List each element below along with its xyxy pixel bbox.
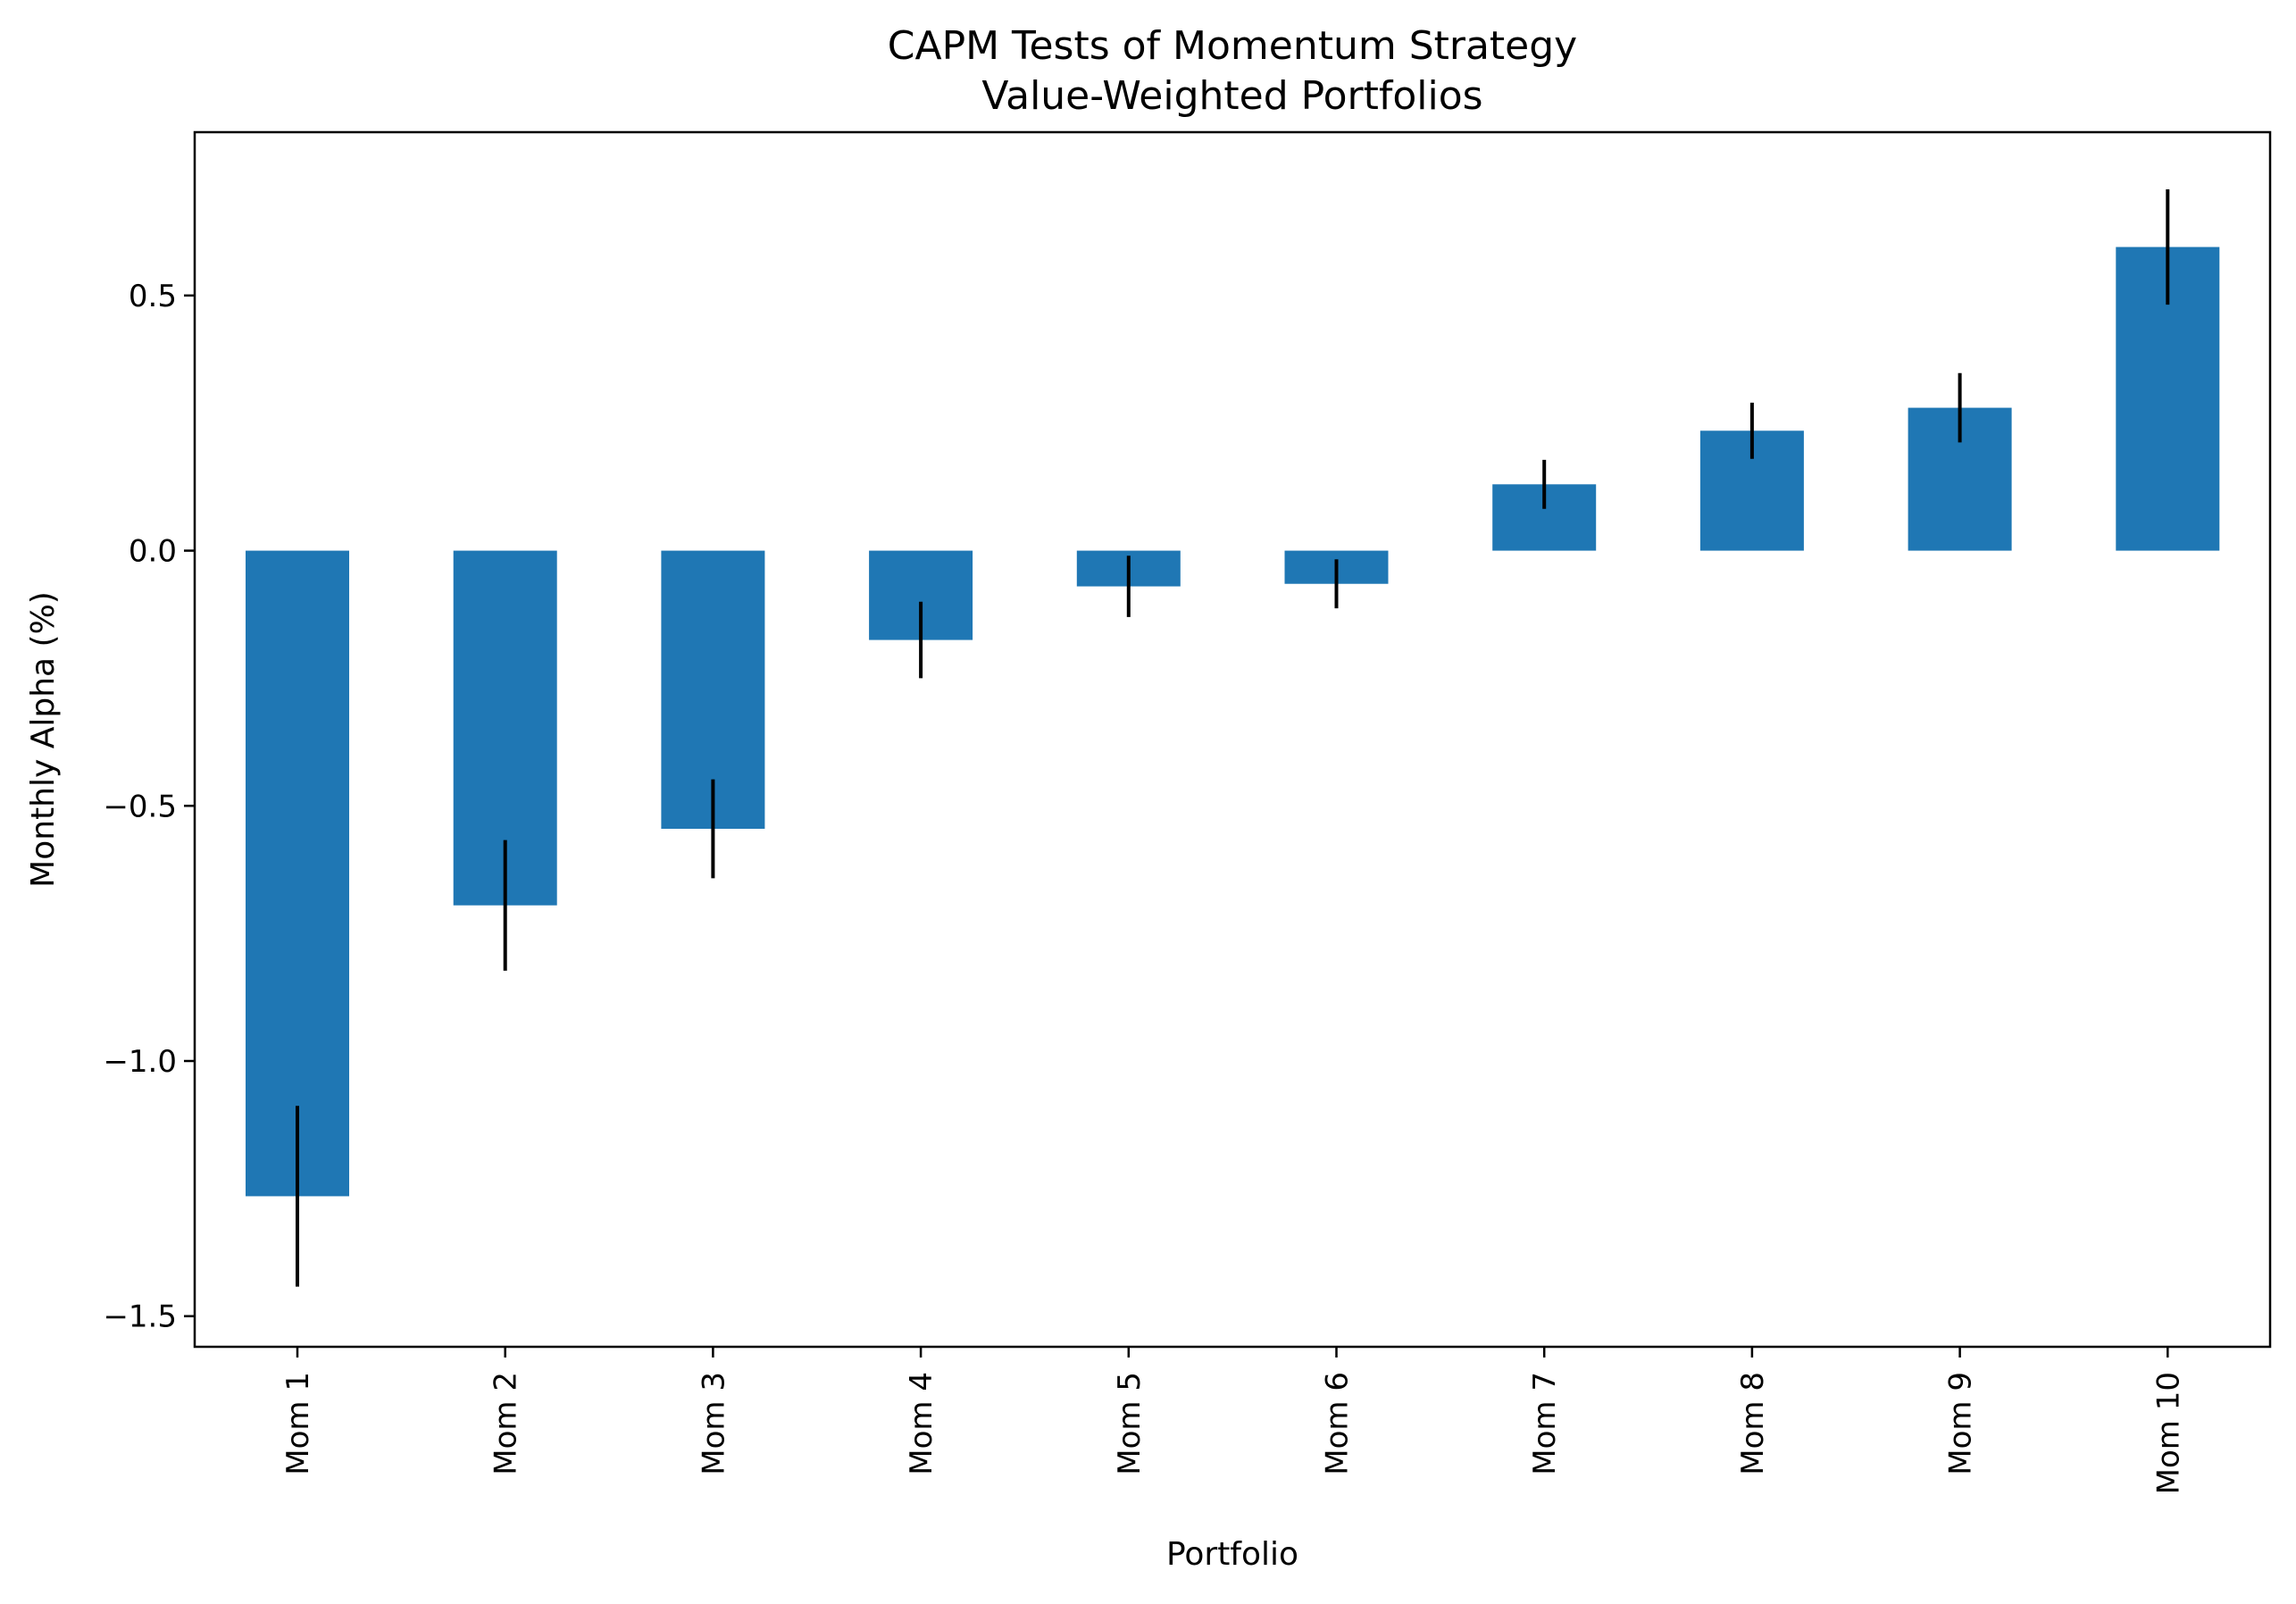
x-tick-label: Mom 7 bbox=[1527, 1372, 1563, 1475]
y-tick-label: −1.5 bbox=[103, 1299, 177, 1335]
axes-frame bbox=[193, 130, 2272, 1349]
x-tick-label: Mom 3 bbox=[696, 1372, 731, 1475]
x-axis-label: Portfolio bbox=[1166, 1536, 1298, 1573]
x-tick-label: Mom 6 bbox=[1320, 1372, 1356, 1475]
x-tick-label: Mom 9 bbox=[1943, 1372, 1979, 1475]
x-tick-label: Mom 8 bbox=[1735, 1372, 1771, 1475]
bar bbox=[246, 550, 349, 1197]
y-tick-label: 0.0 bbox=[129, 534, 177, 570]
x-tick-label: Mom 2 bbox=[488, 1372, 524, 1475]
x-tick-label: Mom 10 bbox=[2150, 1372, 2186, 1494]
x-tick-label: Mom 5 bbox=[1112, 1372, 1148, 1475]
plot-area: −1.5 −1.0 −0.5 0.0 0.5 Mom 1 Mom 2 Mom 3 Mom 4 Mo… bbox=[103, 189, 2220, 1494]
x-tick-label: Mom 4 bbox=[904, 1372, 939, 1475]
x-tick-label: Mom 1 bbox=[280, 1372, 316, 1475]
y-tick-label: −0.5 bbox=[103, 789, 177, 824]
y-axis-label: Monthly Alpha (%) bbox=[25, 591, 62, 888]
y-tick-label: 0.5 bbox=[129, 279, 177, 314]
y-tick-label: −1.0 bbox=[103, 1044, 177, 1080]
chart-title-line-1: CAPM Tests of Momentum Strategy bbox=[888, 23, 1577, 69]
chart-title-line-2: Value-Weighted Portfolios bbox=[981, 73, 1482, 119]
